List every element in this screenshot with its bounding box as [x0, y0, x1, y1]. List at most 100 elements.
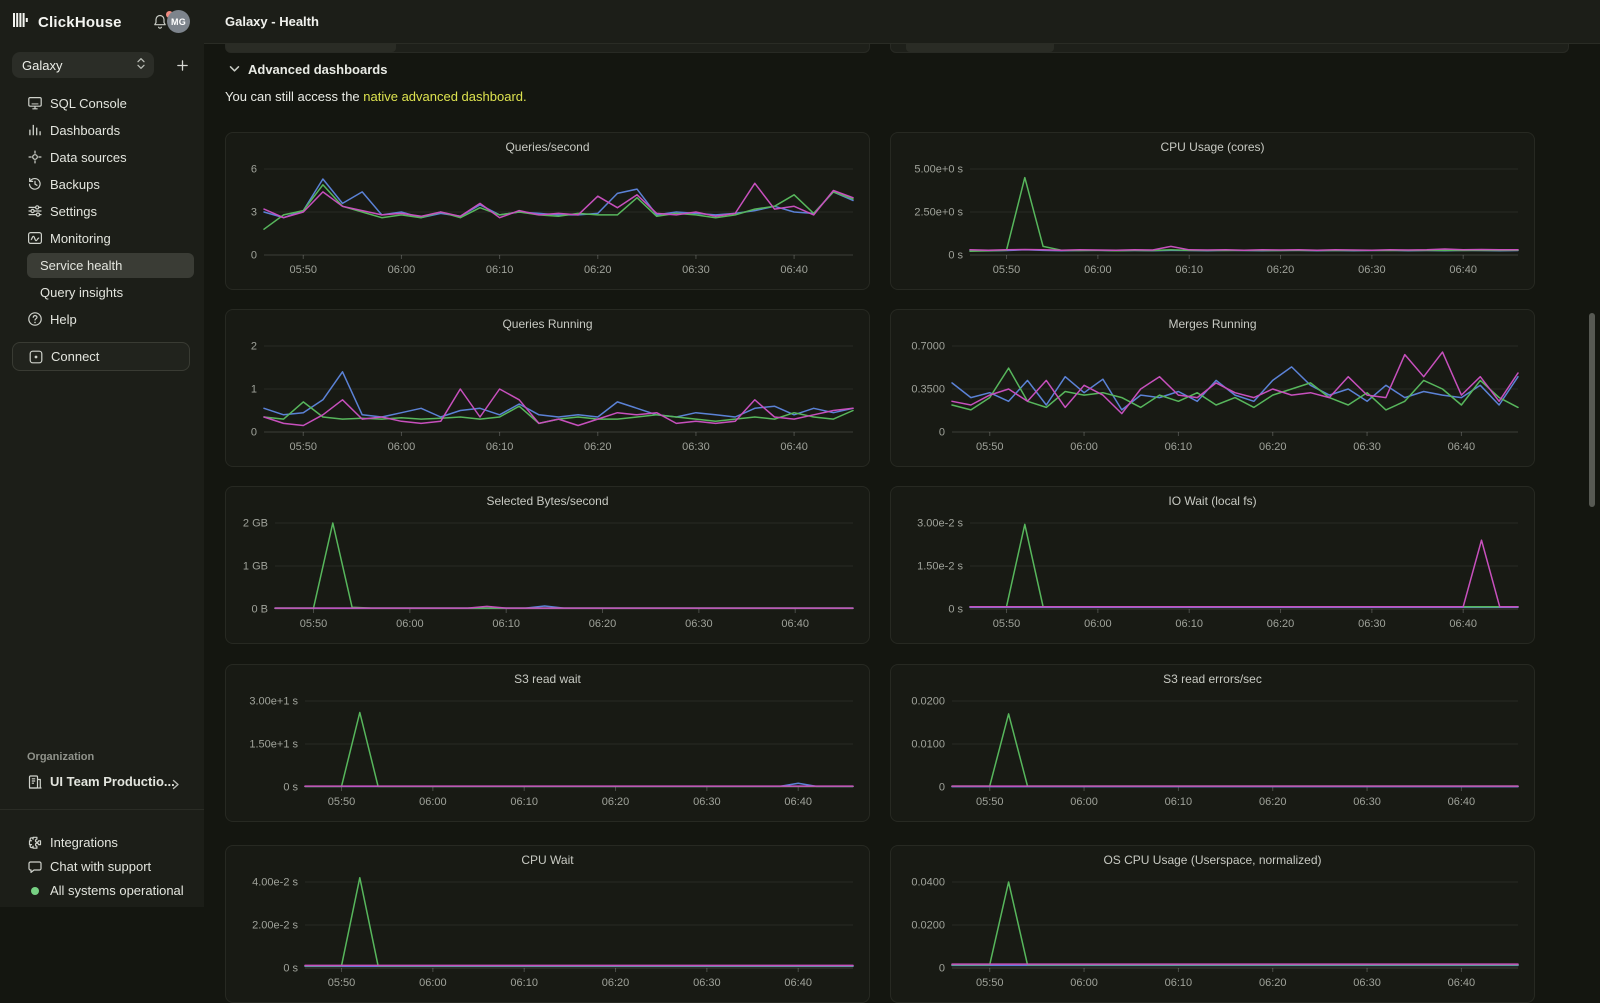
x-tick-label: 06:10: [1175, 618, 1203, 630]
y-tick-label: 2.00e-2 s: [252, 920, 298, 932]
series-green-line: [951, 713, 1519, 787]
sidebar-item-service-health[interactable]: Service health: [0, 252, 204, 279]
connect-label: Connect: [51, 349, 100, 364]
chart-card-os-cpu-usage-userspace-normalized-[interactable]: OS CPU Usage (Userspace, normalized) 0.04…: [890, 845, 1535, 1003]
chart-card-selected-bytes-second[interactable]: Selected Bytes/second 2 GB 1 GB 0 B 05:50 06:…: [225, 486, 870, 644]
chart-card-s3-read-wait[interactable]: S3 read wait 3.00e+1 s 1.50e+1 s 0 s 05:50 06…: [225, 664, 870, 822]
footer-item-all-systems-operational[interactable]: All systems operational: [0, 879, 204, 903]
vertical-scrollbar-thumb[interactable]: [1589, 313, 1595, 507]
series-magenta-line: [969, 539, 1519, 608]
series-magenta-line: [969, 245, 1519, 251]
sidebar-item-help[interactable]: Help: [0, 306, 204, 333]
x-tick-label: 06:30: [682, 441, 710, 453]
chart-card-cpu-usage-cores-[interactable]: CPU Usage (cores) 5.00e+0 s 2.50e+0 s 0 s 05…: [890, 132, 1535, 290]
sidebar-item-label: Help: [50, 312, 77, 327]
clickhouse-logo-icon: [12, 11, 30, 34]
x-tick-label: 06:10: [486, 264, 514, 276]
footer-item-chat-with-support[interactable]: Chat with support: [0, 855, 204, 879]
x-tick-label: 06:30: [685, 618, 713, 630]
y-tick-label: 0.0200: [911, 920, 945, 932]
y-tick-label: 0.0200: [911, 696, 945, 708]
y-tick-label: 0: [251, 250, 257, 262]
y-tick-label: 0: [251, 427, 257, 439]
y-tick-label: 6: [251, 164, 257, 176]
sidebar-item-data-sources[interactable]: Data sources: [0, 144, 204, 171]
x-tick-label: 06:40: [781, 618, 809, 630]
chart-title: Queries/second: [505, 140, 590, 154]
y-tick-label: 1.50e-2 s: [917, 561, 963, 573]
chart-card-cpu-wait[interactable]: CPU Wait 4.00e-2 s 2.00e-2 s 0 s 05:50 06:00 0…: [225, 845, 870, 1003]
footer-item-label: All systems operational: [50, 883, 184, 898]
x-tick-label: 06:40: [784, 796, 812, 808]
y-tick-label: 1: [251, 384, 257, 396]
help-icon: [27, 311, 43, 327]
advanced-dashboards-toggle[interactable]: Advanced dashboards: [229, 61, 387, 77]
chart-plot: 4.00e-2 s 2.00e-2 s 0 s 05:50 06:00 06:10 06:2…: [252, 876, 854, 989]
add-service-button[interactable]: [171, 54, 193, 76]
organization-switcher[interactable]: UI Team Productio...: [0, 770, 204, 794]
x-tick-label: 06:30: [1358, 618, 1386, 630]
x-tick-label: 06:10: [492, 618, 520, 630]
workspace-select[interactable]: Galaxy: [12, 52, 154, 78]
sidebar-divider: [0, 809, 204, 810]
sidebar-item-label: SQL Console: [50, 96, 127, 111]
chart-title: OS CPU Usage (Userspace, normalized): [1103, 853, 1322, 867]
x-tick-label: 06:10: [1165, 796, 1193, 808]
series-green-line: [263, 184, 854, 230]
y-tick-label: 3: [251, 207, 257, 219]
sidebar-item-label: Query insights: [40, 285, 124, 300]
series-green-line: [304, 876, 854, 967]
sidebar-item-settings[interactable]: Settings: [0, 198, 204, 225]
x-tick-label: 05:50: [976, 977, 1004, 989]
x-tick-label: 06:20: [1259, 441, 1287, 453]
x-tick-label: 06:30: [1353, 977, 1381, 989]
sidebar-item-query-insights[interactable]: Query insights: [0, 279, 204, 306]
dashboards-icon: [27, 122, 43, 138]
x-tick-label: 05:50: [976, 796, 1004, 808]
organization-name: UI Team Productio...: [50, 774, 175, 789]
x-tick-label: 05:50: [993, 618, 1021, 630]
x-tick-label: 06:20: [589, 618, 617, 630]
x-tick-label: 05:50: [290, 441, 318, 453]
y-tick-label: 2: [251, 341, 257, 353]
chart-card-queries-second[interactable]: Queries/second 6 3 0 05:50 06:00 06:10 06:20 06:…: [225, 132, 870, 290]
sidebar-item-sql-console[interactable]: SQL Console: [0, 90, 204, 117]
x-tick-label: 06:30: [1358, 264, 1386, 276]
scrolled-panel-remnant-segment: [906, 44, 1054, 52]
chart-card-merges-running[interactable]: Merges Running 0.7000 0.3500 0 05:50 06:00 06:…: [890, 309, 1535, 467]
footer-item-integrations[interactable]: Integrations: [0, 831, 204, 855]
sidebar-nav: SQL Console Dashboards Data sources Backups…: [0, 90, 204, 333]
chevron-updown-icon: [136, 57, 146, 73]
chart-plot: 2 1 0 05:50 06:00 06:10 06:20 06:30 06:40: [251, 341, 854, 453]
x-tick-label: 05:50: [300, 618, 328, 630]
topbar: Galaxy - Health: [204, 0, 1600, 44]
scrolled-panel-remnant-segment: [226, 44, 396, 52]
chart-card-io-wait-local-fs-[interactable]: IO Wait (local fs) 3.00e-2 s 1.50e-2 s 0 s 0…: [890, 486, 1535, 644]
sidebar-item-label: Monitoring: [50, 231, 111, 246]
chart-title: Merges Running: [1168, 317, 1257, 331]
x-tick-label: 05:50: [993, 264, 1021, 276]
avatar[interactable]: MG: [167, 10, 190, 33]
x-tick-label: 06:10: [1165, 441, 1193, 453]
y-tick-label: 2.50e+0 s: [914, 207, 963, 219]
connect-button[interactable]: Connect: [12, 342, 190, 371]
sidebar-item-label: Dashboards: [50, 123, 121, 138]
y-tick-label: 4.00e-2 s: [252, 877, 298, 889]
chart-card-queries-running[interactable]: Queries Running 2 1 0 05:50 06:00 06:10 06:20 06…: [225, 309, 870, 467]
sidebar-item-dashboards[interactable]: Dashboards: [0, 117, 204, 144]
y-tick-label: 3.00e+1 s: [249, 696, 298, 708]
native-advanced-dashboard-link[interactable]: native advanced dashboard: [363, 89, 523, 104]
series-blue-line: [263, 178, 854, 219]
series-magenta-line: [951, 351, 1519, 415]
chart-card-s3-read-errors-sec[interactable]: S3 read errors/sec 0.0200 0.0100 0 05:50 06:0…: [890, 664, 1535, 822]
sidebar-item-label: Service health: [40, 258, 123, 273]
main-content: Advanced dashboards You can still access…: [204, 44, 1600, 1003]
sidebar-item-backups[interactable]: Backups: [0, 171, 204, 198]
chart-plot: 5.00e+0 s 2.50e+0 s 0 s 05:50 06:00 06:10 06:2…: [914, 164, 1519, 276]
sidebar-item-monitoring[interactable]: Monitoring: [0, 225, 204, 252]
brand-row: ClickHouse: [12, 11, 122, 34]
x-tick-label: 06:30: [1353, 441, 1381, 453]
chart-plot: 0.0200 0.0100 0 05:50 06:00 06:10 06:20 06:30 06…: [911, 696, 1519, 808]
chevron-down-icon: [229, 60, 240, 78]
x-tick-label: 06:40: [1449, 618, 1477, 630]
